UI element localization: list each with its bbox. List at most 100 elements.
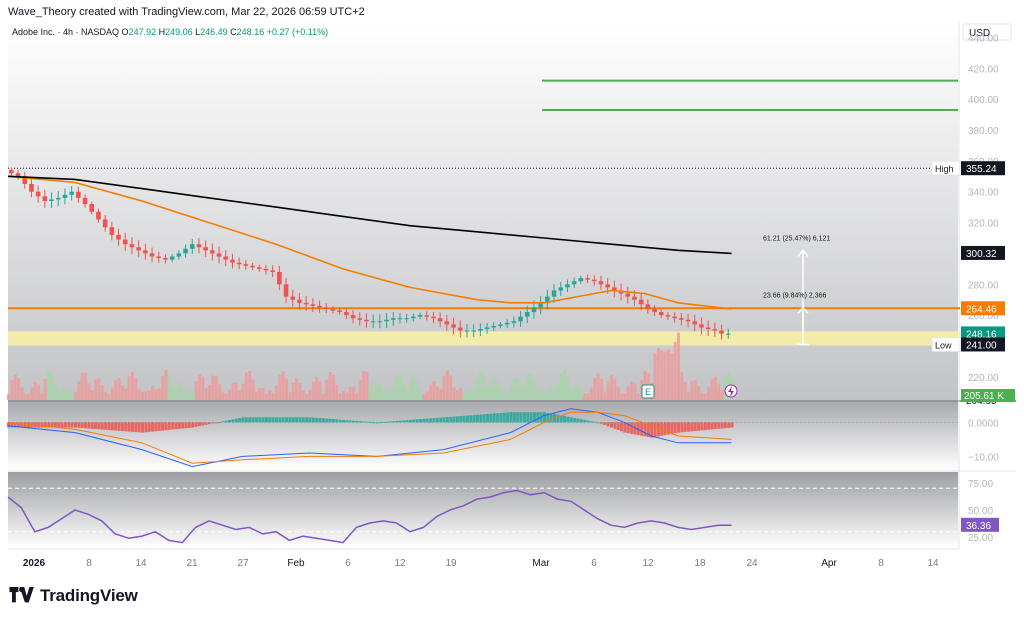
measure-arrow-head (797, 306, 809, 314)
volume-bar (248, 370, 252, 400)
macd-bar (596, 422, 600, 424)
volume-bar (616, 387, 620, 400)
volume-bar (409, 378, 412, 400)
macd-bar (167, 422, 171, 430)
macd-bar (137, 422, 141, 433)
volume-bar (365, 371, 369, 400)
macd-bar (248, 417, 252, 423)
candle-body (571, 281, 577, 285)
candle-body (518, 316, 523, 322)
volume-bar (288, 392, 292, 400)
volume-bar (224, 393, 228, 400)
volume-bar (80, 372, 84, 400)
volume-bar (268, 390, 272, 400)
symbol-legend: Adobe Inc. · 4h · NASDAQ O247.92 H249.06… (12, 27, 328, 37)
macd-bar (271, 417, 275, 423)
currency-label: USD (969, 28, 990, 39)
macd-bar (110, 422, 114, 431)
candle-body (136, 247, 141, 251)
candle-body (183, 248, 188, 254)
macd-bar (10, 422, 14, 428)
macd-bar (445, 417, 449, 423)
volume-bar (295, 378, 299, 400)
candle-body (22, 176, 28, 184)
candle-body (256, 267, 262, 269)
macd-bar (100, 422, 104, 430)
volume-bar (114, 380, 118, 400)
volume-bar (10, 380, 14, 400)
volume-bar (197, 374, 201, 400)
candle-body (464, 330, 470, 332)
volume-bar (455, 390, 459, 400)
macd-bar (107, 422, 111, 431)
volume-bar (211, 375, 215, 400)
volume-bar (703, 393, 707, 400)
volume-bar (53, 383, 57, 400)
volume-bar (606, 381, 610, 400)
macd-bar (17, 422, 21, 428)
candle-body (310, 304, 316, 306)
macd-bar (489, 413, 493, 423)
volume-bar (539, 391, 543, 400)
time-tick-label: 21 (186, 558, 198, 569)
volume-bar (23, 393, 27, 400)
volume-bar (17, 378, 21, 400)
volume-bar (432, 381, 436, 400)
tradingview-footer[interactable]: TradingView (8, 586, 138, 606)
macd-bar (563, 416, 567, 423)
candle-body (598, 281, 604, 285)
macd-bar (43, 422, 47, 428)
macd-bar (325, 418, 329, 423)
volume-bar (502, 393, 506, 400)
candle-body (69, 191, 74, 195)
volume-bar (429, 384, 433, 400)
candle-body (545, 296, 550, 303)
macd-bar (221, 421, 225, 423)
macd-bar (462, 415, 466, 423)
candle-body (42, 196, 48, 201)
volume-bar (241, 383, 245, 400)
volume-bar (184, 392, 188, 400)
candle-body (645, 304, 651, 309)
trading-chart[interactable]: Adobe Inc. · 4h · NASDAQ O247.92 H249.06… (0, 0, 1024, 580)
macd-bar (53, 422, 57, 428)
candle-body (672, 316, 677, 319)
macd-bar (465, 415, 469, 423)
macd-bar (84, 422, 88, 429)
macd-bar (385, 421, 389, 423)
candle-body (149, 253, 155, 257)
candle-body (143, 250, 148, 254)
candle-body (15, 173, 21, 177)
macd-bar (224, 420, 228, 423)
macd-bar (643, 422, 647, 437)
rsi-line (7, 489, 732, 544)
volume-bar (218, 384, 222, 400)
volume-bar (27, 393, 31, 400)
volume-bar (506, 392, 510, 400)
macd-bar (94, 422, 98, 430)
volume-bar (315, 377, 319, 400)
candle-body (96, 211, 101, 220)
macd-bar (506, 412, 510, 423)
volume-bar (512, 377, 516, 400)
candle-body (337, 310, 342, 313)
macd-bar (375, 422, 379, 424)
volume-bar (700, 392, 704, 400)
macd-bar (690, 422, 694, 432)
volume-bar (666, 349, 670, 400)
candle-body (297, 299, 302, 303)
volume-bar (623, 393, 627, 400)
volume-bar (435, 386, 439, 400)
macd-bar (144, 422, 148, 433)
volume-bar (40, 392, 44, 400)
macd-bar (194, 422, 198, 427)
volume-bar (90, 390, 94, 400)
volume-bar (713, 376, 717, 400)
volume-bar (556, 384, 560, 400)
candle-body (665, 315, 671, 317)
candle-body (109, 227, 115, 235)
macd-bar (459, 416, 463, 423)
rsi-tick-label: 25.00 (968, 533, 993, 544)
macd-bar (392, 421, 396, 423)
volume-bar (586, 393, 590, 400)
